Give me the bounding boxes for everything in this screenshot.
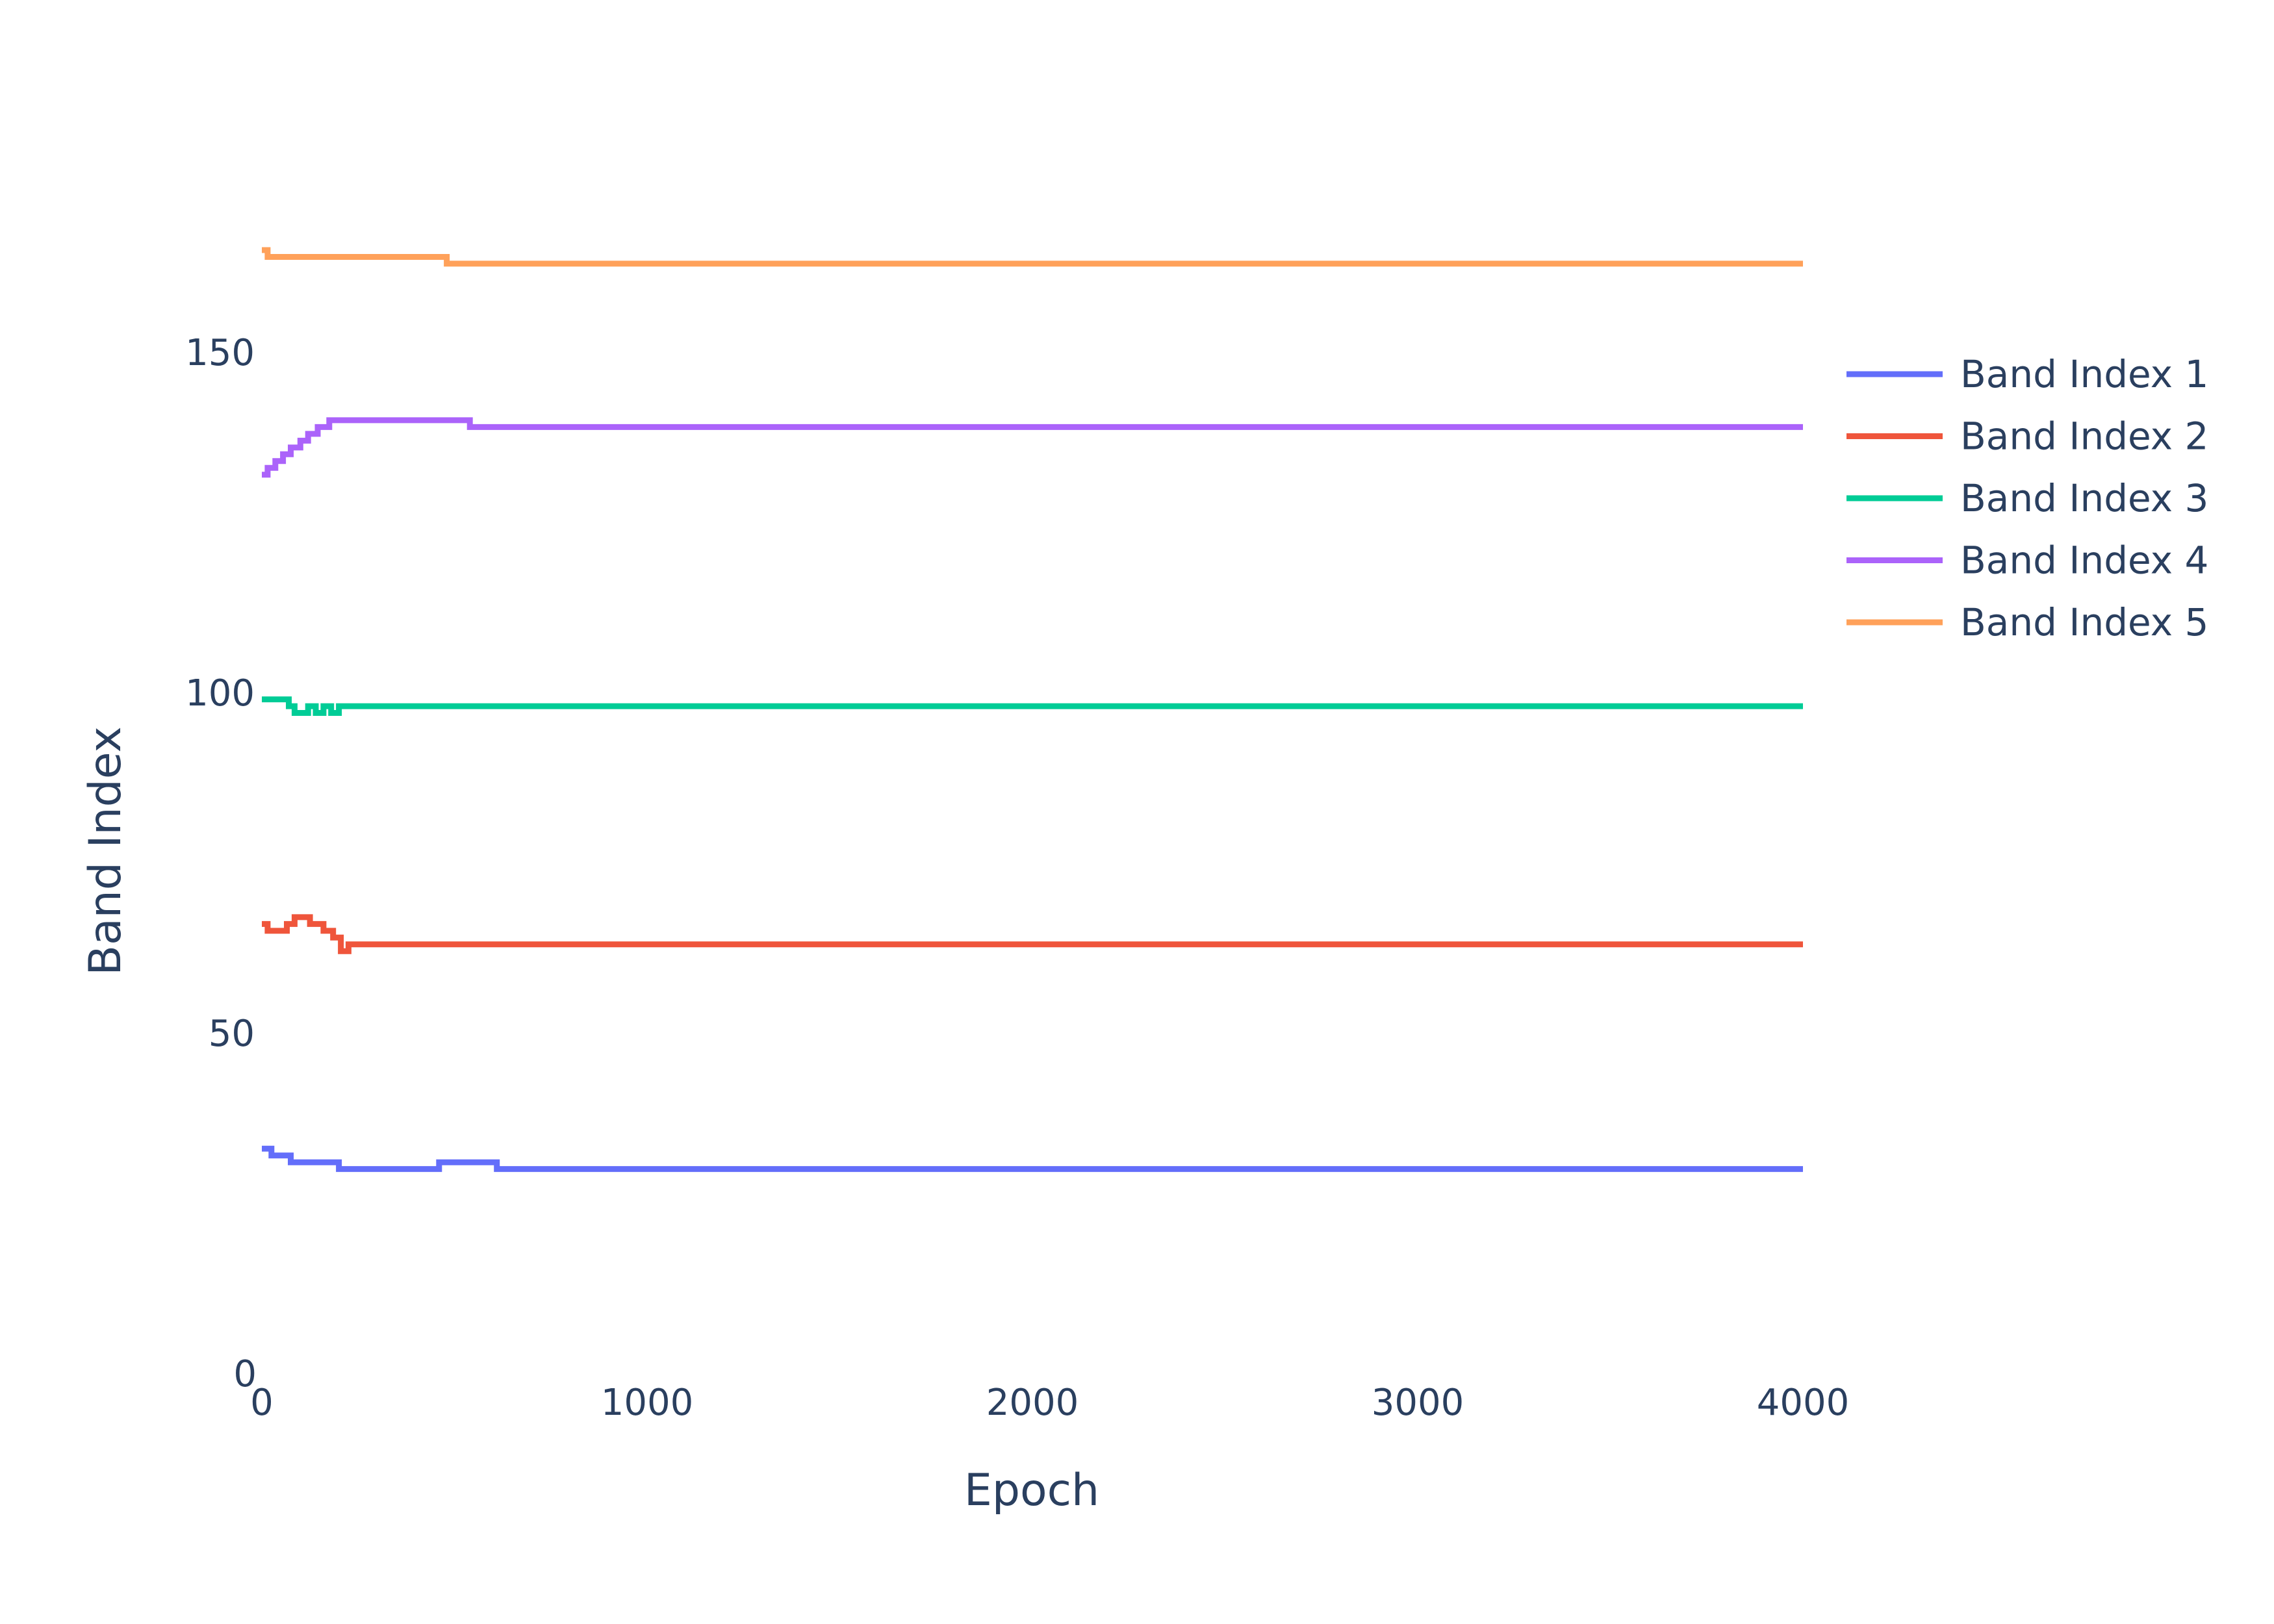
legend-item-1[interactable]: Band Index 1 <box>1846 352 2208 396</box>
legend[interactable]: Band Index 1 Band Index 2 Band Index 3 Band… <box>1846 352 2208 644</box>
legend-item-5[interactable]: Band Index 5 <box>1846 600 2208 644</box>
series-line-5 <box>262 247 1803 267</box>
series-line-2 <box>262 914 1803 954</box>
legend-label: Band Index 3 <box>1960 476 2208 520</box>
legend-label: Band Index 5 <box>1960 600 2208 644</box>
x-tick-label: 3000 <box>1372 1382 1464 1424</box>
y-tick-label: 100 <box>185 672 255 715</box>
series-line-1 <box>262 1145 1803 1173</box>
x-axis-title: Epoch <box>964 1465 1099 1516</box>
legend-item-4[interactable]: Band Index 4 <box>1846 539 2208 583</box>
series-line-4 <box>262 417 1803 478</box>
y-tick-label: 50 <box>209 1013 255 1055</box>
x-tick-label: 2000 <box>986 1382 1079 1424</box>
x-tick-label: 1000 <box>601 1382 694 1424</box>
y-tick-label: 0 <box>233 1353 257 1395</box>
x-tick-label: 4000 <box>1757 1382 1850 1424</box>
legend-label: Band Index 1 <box>1960 352 2208 396</box>
legend-item-2[interactable]: Band Index 2 <box>1846 414 2208 459</box>
x-tick-label: 0 <box>250 1382 274 1424</box>
series-line-3 <box>262 696 1803 716</box>
y-tick-label: 150 <box>185 332 255 374</box>
legend-label: Band Index 2 <box>1960 414 2208 459</box>
legend-label: Band Index 4 <box>1960 539 2208 583</box>
legend-item-3[interactable]: Band Index 3 <box>1846 476 2208 520</box>
y-axis-title: Band Index <box>80 726 131 975</box>
series-layer <box>262 247 1803 1173</box>
y-axis-ticks: 0 50 100 150 <box>185 332 257 1395</box>
x-axis-ticks: 0 1000 2000 3000 4000 <box>250 1382 1849 1424</box>
